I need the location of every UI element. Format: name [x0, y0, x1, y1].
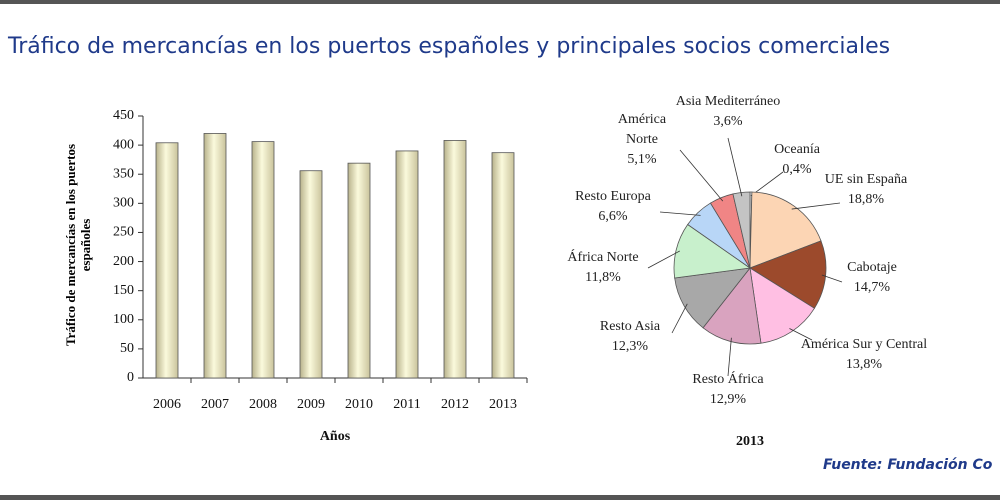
slice-name: África Norte [567, 250, 639, 265]
slice-value: 0,4% [782, 162, 812, 177]
y-tick-label: 400 [113, 137, 134, 152]
leader-line [789, 328, 813, 341]
leader-line [727, 337, 732, 377]
slice-name: Oceanía [774, 142, 820, 157]
slice-label: América Norte 5,1% [602, 110, 682, 170]
slice-label: UE sin España 18,8% [821, 170, 911, 210]
slide-title: Tráfico de mercancías en los puertos esp… [8, 34, 891, 59]
pie-slice [749, 240, 827, 309]
slice-label: Resto África 12,9% [673, 370, 783, 410]
leader-line [671, 303, 688, 334]
slice-label: Oceanía 0,4% [742, 140, 852, 180]
slice-name: Resto Asia [599, 319, 661, 334]
slice-label: América Sur y Central 13,8% [799, 335, 929, 375]
leader-line [727, 137, 743, 197]
y-tick-label: 250 [113, 225, 134, 240]
slice-value: 3,6% [713, 114, 743, 129]
slice-value: 11,8% [585, 270, 621, 285]
y-tick-label: 350 [113, 166, 134, 181]
pie-title: 2013 [736, 434, 764, 449]
slice-label: Asia Mediterráneo 3,6% [673, 92, 783, 132]
x-tick-label: 2010 [345, 397, 373, 412]
leader-line [647, 250, 681, 269]
pie-slice [749, 267, 815, 344]
slice-value: 13,8% [845, 357, 883, 372]
leader-line [821, 274, 843, 283]
slice-label: África Norte 11,8% [548, 248, 658, 288]
y-tick-label: 100 [113, 312, 134, 327]
top-border [0, 0, 1000, 4]
y-tick-label: 50 [120, 341, 134, 356]
slice-label: Resto Europa 6,6% [553, 187, 673, 227]
x-tick-label: 2009 [297, 397, 325, 412]
pie-slice [732, 191, 751, 269]
bar [203, 133, 227, 379]
slice-label: Cabotaje 14,7% [827, 258, 917, 298]
slice-value: 6,6% [598, 209, 628, 224]
x-tick-label: 2013 [489, 397, 517, 412]
y-tick-label: 0 [127, 370, 134, 385]
leader-line [791, 202, 841, 210]
leader-line [679, 149, 724, 202]
bar [299, 170, 323, 379]
slice-label: Resto Asia 12,3% [580, 317, 680, 357]
x-axis-label: Años [320, 429, 351, 444]
bar [443, 140, 467, 379]
bar [395, 150, 419, 379]
pie-slice [674, 267, 751, 329]
x-tick-label: 2011 [393, 397, 420, 412]
slice-name: Cabotaje [847, 260, 897, 275]
slice-value: 12,3% [611, 339, 649, 354]
bottom-border [0, 495, 1000, 500]
bar [155, 142, 179, 379]
slice-name: América Sur y Central [800, 337, 928, 352]
bar [491, 152, 515, 379]
y-tick-label: 300 [113, 196, 134, 211]
slice-name: Asia Mediterráneo [675, 94, 781, 109]
x-tick-label: 2006 [153, 397, 181, 412]
y-axis-label: Tráfico de mercancías en los puertos esp… [63, 143, 93, 347]
slice-value: 18,8% [847, 192, 885, 207]
slice-value: 12,9% [709, 392, 747, 407]
bar [251, 141, 275, 379]
slice-name: UE sin España [824, 172, 908, 187]
pie-slice [702, 267, 762, 345]
y-tick-label: 150 [113, 283, 134, 298]
slice-name: América Norte [617, 112, 667, 147]
leader-line [659, 211, 701, 216]
y-tick-label: 450 [113, 108, 134, 123]
bar [347, 162, 371, 379]
slice-value: 5,1% [627, 152, 657, 167]
pie-slice [749, 191, 822, 269]
slice-name: Resto Europa [575, 189, 651, 204]
leader-line [750, 171, 784, 197]
y-tick-label: 200 [113, 254, 134, 269]
x-tick-label: 2012 [441, 397, 469, 412]
slice-value: 14,7% [853, 280, 891, 295]
x-tick-label: 2008 [249, 397, 277, 412]
slice-name: Resto África [692, 372, 764, 387]
source: Fuente: Fundación Co [823, 457, 993, 473]
x-tick-label: 2007 [201, 397, 229, 412]
